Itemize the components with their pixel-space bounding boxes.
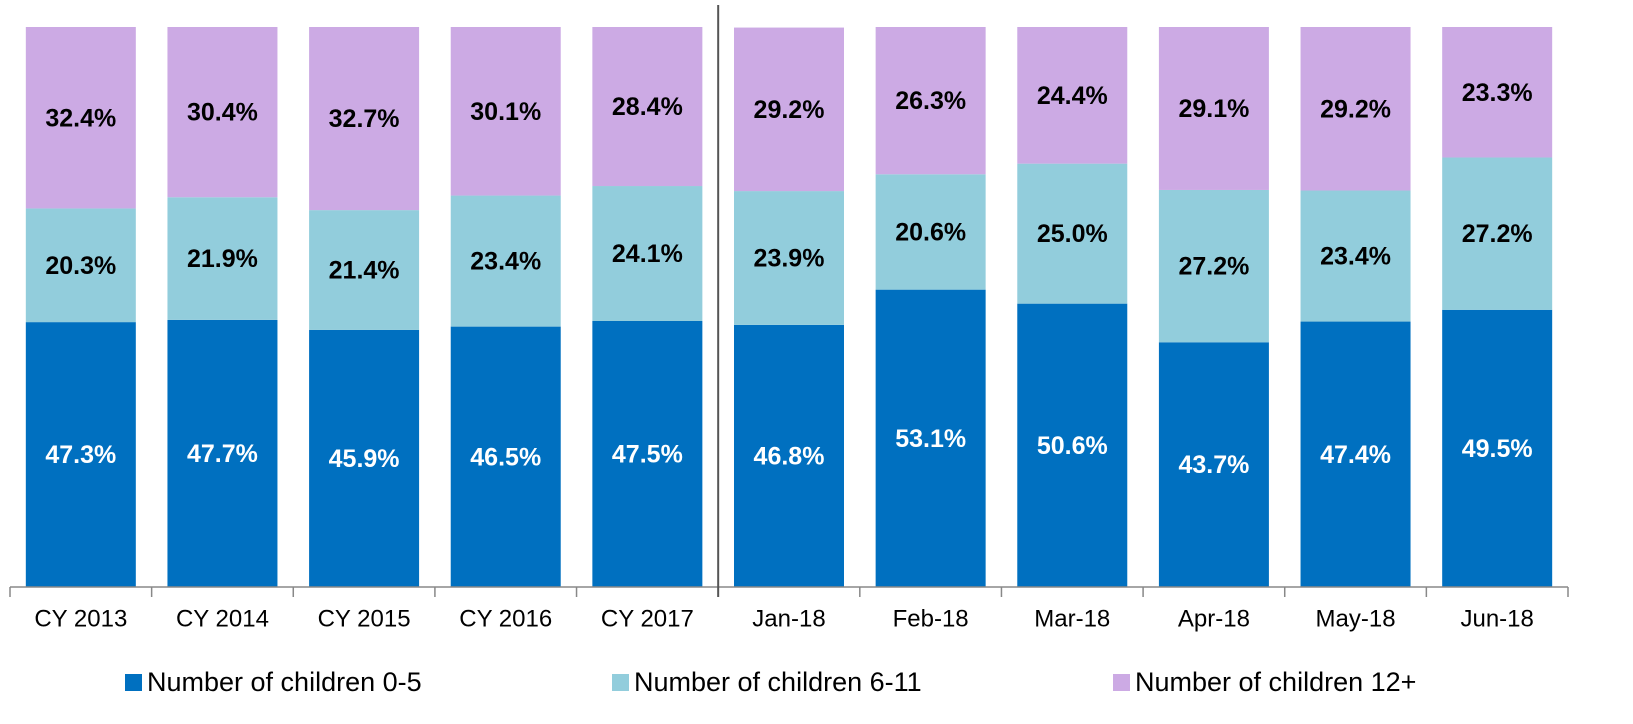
bar-segment <box>1158 27 1269 190</box>
data-label: 25.0% <box>1037 220 1108 248</box>
bar-segment <box>167 319 278 587</box>
bar-segment <box>1017 303 1128 587</box>
data-label: 53.1% <box>895 425 966 453</box>
data-label: 23.4% <box>1320 243 1391 271</box>
data-label: 26.3% <box>895 87 966 115</box>
bar-segment <box>450 27 561 196</box>
data-label: 46.5% <box>470 443 541 471</box>
x-tick-label: Apr-18 <box>1178 605 1250 632</box>
x-tick-label: Mar-18 <box>1034 605 1110 632</box>
data-label: 29.2% <box>754 96 825 124</box>
bar-segment <box>734 191 844 325</box>
bar-segment <box>1017 163 1128 304</box>
data-label: 27.2% <box>1178 253 1249 281</box>
bar-segment <box>1442 309 1553 587</box>
bar-segment <box>25 27 136 209</box>
bar-segment <box>734 324 844 587</box>
legend-swatch <box>612 674 629 691</box>
bar-segment <box>450 326 561 587</box>
data-label: 47.7% <box>187 440 258 468</box>
legend-label: Number of children 6-11 <box>634 667 922 697</box>
bar-segment <box>25 208 136 323</box>
data-label: 43.7% <box>1178 451 1249 479</box>
x-tick-label: CY 2015 <box>318 605 411 632</box>
bar-segment <box>1017 27 1128 164</box>
bar-segment <box>167 27 278 198</box>
data-label: 20.3% <box>45 252 116 280</box>
data-label: 49.5% <box>1462 435 1533 463</box>
data-label: 29.1% <box>1178 95 1249 123</box>
x-tick-label: Jun-18 <box>1460 605 1533 632</box>
data-label: 21.9% <box>187 245 258 273</box>
data-label: 28.4% <box>612 93 683 121</box>
bar-segment <box>592 321 703 587</box>
x-tick-label: CY 2013 <box>34 605 127 632</box>
bar-segment <box>450 195 561 327</box>
data-label: 47.3% <box>45 441 116 469</box>
data-label: 23.4% <box>470 248 541 276</box>
data-label: 30.1% <box>470 98 541 126</box>
data-label: 21.4% <box>329 257 400 285</box>
bar-segment <box>309 210 420 330</box>
bar-segment <box>734 27 844 192</box>
bar-segment <box>1442 157 1553 310</box>
bar-segment <box>1442 27 1553 158</box>
data-label: 23.3% <box>1462 79 1533 107</box>
data-label: 23.9% <box>754 245 825 273</box>
data-label: 24.4% <box>1037 82 1108 110</box>
data-label: 45.9% <box>329 445 400 473</box>
bar-segment <box>592 27 703 187</box>
bar-segment <box>875 289 986 587</box>
bar-segment <box>1300 27 1411 191</box>
data-label: 20.6% <box>895 219 966 247</box>
x-tick-label: CY 2016 <box>459 605 552 632</box>
bar-segment <box>309 329 420 587</box>
legend-swatch <box>1113 674 1130 691</box>
data-label: 30.4% <box>187 99 258 127</box>
bar-segment <box>1300 321 1411 587</box>
bar-segment <box>1158 342 1269 587</box>
x-tick-label: CY 2017 <box>601 605 694 632</box>
x-tick-label: Jan-18 <box>752 605 825 632</box>
bar-segment <box>1300 190 1411 322</box>
bar-segment <box>1158 189 1269 343</box>
data-label: 46.8% <box>754 443 825 471</box>
bar-segment <box>167 197 278 320</box>
bar-segment <box>309 27 420 211</box>
x-tick-label: May-18 <box>1316 605 1396 632</box>
data-label: 27.2% <box>1462 220 1533 248</box>
x-tick-label: CY 2014 <box>176 605 269 632</box>
data-label: 50.6% <box>1037 432 1108 460</box>
bar-segment <box>875 27 986 175</box>
data-label: 24.1% <box>612 240 683 268</box>
legend-label: Number of children 12+ <box>1135 667 1416 697</box>
data-label: 29.2% <box>1320 95 1391 123</box>
data-label: 32.7% <box>329 105 400 133</box>
legend-label: Number of children 0-5 <box>147 667 422 697</box>
legend-swatch <box>125 674 142 691</box>
data-label: 47.4% <box>1320 441 1391 469</box>
data-label: 32.4% <box>45 104 116 132</box>
bar-segment <box>875 174 986 290</box>
bar-segment <box>25 322 136 587</box>
data-label: 47.5% <box>612 441 683 469</box>
bar-segment <box>592 186 703 321</box>
x-tick-label: Feb-18 <box>893 605 969 632</box>
